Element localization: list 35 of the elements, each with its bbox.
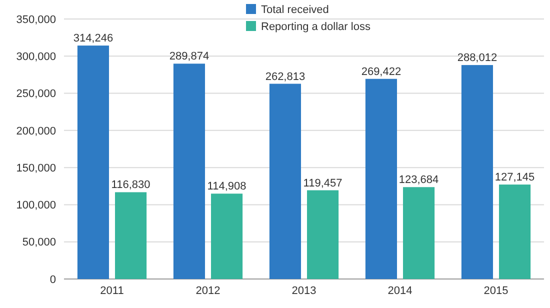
x-tick-label: 2013 — [292, 285, 316, 297]
y-tick-label: 300,000 — [16, 50, 56, 63]
bar — [269, 84, 301, 279]
data-label: 119,457 — [303, 177, 342, 190]
legend-label: Total received — [261, 4, 329, 16]
x-tick-label: 2012 — [196, 285, 220, 297]
x-tick-label: 2011 — [100, 285, 124, 297]
data-label: 288,012 — [457, 52, 498, 64]
data-label: 116,830 — [111, 179, 150, 192]
x-tick-label: 2015 — [484, 285, 508, 297]
bar — [461, 65, 493, 279]
legend-label: Reporting a dollar loss — [261, 21, 371, 33]
bar — [365, 78, 397, 279]
data-label: 127,145 — [494, 172, 535, 184]
data-label: 269,422 — [361, 66, 402, 78]
y-tick-label: 350,000 — [16, 14, 56, 26]
y-tick-label: 0 — [50, 274, 56, 286]
y-tick-label: 50,000 — [22, 236, 56, 249]
bar — [115, 192, 147, 279]
data-label: 289,874 — [169, 50, 210, 63]
bar — [211, 194, 243, 279]
bar — [499, 184, 531, 279]
bar — [173, 64, 205, 279]
bar — [77, 46, 109, 279]
data-label: 314,246 — [73, 32, 114, 45]
data-label: 262,813 — [265, 70, 306, 83]
y-tick-label: 150,000 — [16, 162, 56, 174]
data-label: 114,908 — [207, 180, 246, 193]
y-tick-label: 100,000 — [16, 200, 56, 212]
data-label: 123,684 — [398, 174, 439, 186]
bar — [307, 190, 339, 279]
y-tick-label: 200,000 — [16, 125, 56, 138]
y-tick-label: 250,000 — [16, 88, 56, 100]
bar — [403, 187, 435, 279]
x-tick-label: 2014 — [388, 285, 412, 297]
